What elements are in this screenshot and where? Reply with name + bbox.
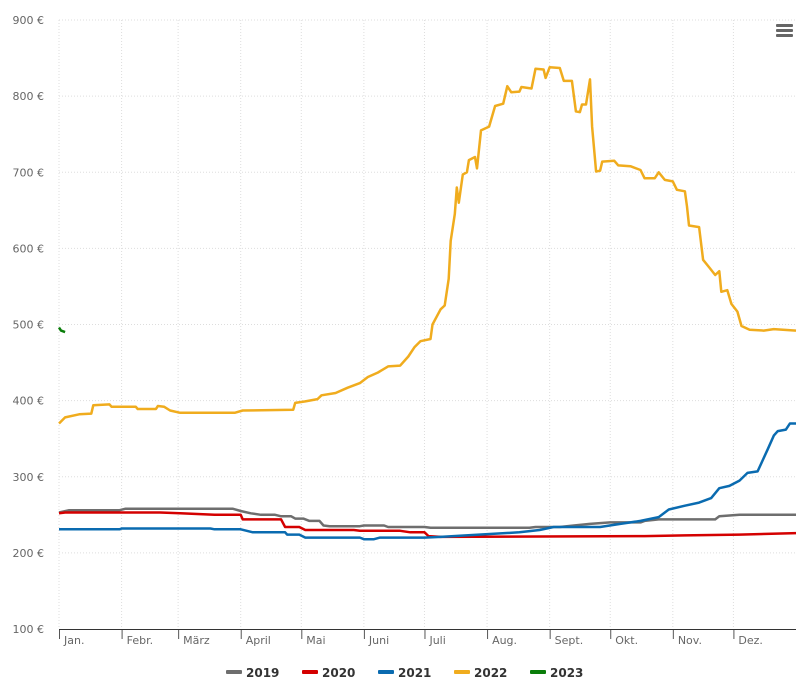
- series-line-2021: [59, 422, 796, 541]
- legend-label: 2020: [322, 666, 355, 680]
- x-tick-label: Jan.: [63, 634, 84, 647]
- legend-label: 2019: [246, 666, 279, 680]
- x-tick-label: Aug.: [492, 634, 517, 647]
- legend-swatch-icon: [454, 670, 470, 674]
- series-line-2022: [58, 65, 797, 425]
- x-tick-label: Juni: [368, 634, 389, 647]
- series-line-2019: [58, 507, 796, 530]
- menu-bar-icon: [776, 24, 793, 27]
- series-line-2023: [57, 326, 66, 334]
- x-tick-label: Nov.: [678, 634, 702, 647]
- legend-label: 2023: [550, 666, 583, 680]
- x-tick-label: Dez.: [738, 634, 763, 647]
- x-tick-label: Sept.: [555, 634, 584, 647]
- y-axis: 100 € 200 € 300 € 400 € 500 € 600 € 700 € 800 €…: [13, 14, 45, 636]
- legend-item-2019[interactable]: 2019: [226, 666, 279, 680]
- y-tick-label: 600 €: [13, 242, 45, 255]
- y-tick-label: 400 €: [13, 395, 45, 408]
- legend-item-2023[interactable]: 2023: [530, 666, 583, 680]
- x-axis: Jan. Febr. März April Mai Juni Juli Aug. Sept. Ok…: [59, 629, 796, 647]
- x-tick-label: Febr.: [127, 634, 153, 647]
- chart-menu-button[interactable]: [776, 24, 793, 38]
- x-tick-label: März: [183, 634, 210, 647]
- legend-swatch-icon: [226, 670, 242, 674]
- x-tick-label: Mai: [306, 634, 325, 647]
- y-tick-label: 700 €: [13, 166, 45, 179]
- y-tick-label: 800 €: [13, 90, 45, 103]
- legend[interactable]: 2019 2020 2021 2022 2023: [226, 666, 583, 680]
- y-tick-label: 100 €: [13, 623, 45, 636]
- x-tick-label: Juli: [428, 634, 445, 647]
- legend-item-2022[interactable]: 2022: [454, 666, 507, 680]
- y-tick-label: 200 €: [13, 547, 45, 560]
- y-tick-label: 300 €: [13, 471, 45, 484]
- legend-swatch-icon: [302, 670, 318, 674]
- y-tick-label: 900 €: [13, 14, 45, 27]
- y-tick-label: 500 €: [13, 319, 45, 332]
- menu-bar-icon: [776, 29, 793, 32]
- legend-label: 2021: [398, 666, 431, 680]
- series-line-2020: [58, 511, 797, 539]
- legend-item-2021[interactable]: 2021: [378, 666, 431, 680]
- x-tick-label: April: [246, 634, 271, 647]
- series-lines: [57, 65, 797, 541]
- legend-swatch-icon: [530, 670, 546, 674]
- x-tick-label: Okt.: [615, 634, 638, 647]
- menu-bar-icon: [776, 34, 793, 37]
- legend-item-2020[interactable]: 2020: [302, 666, 355, 680]
- legend-swatch-icon: [378, 670, 394, 674]
- legend-label: 2022: [474, 666, 507, 680]
